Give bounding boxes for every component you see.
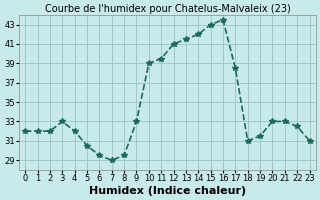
X-axis label: Humidex (Indice chaleur): Humidex (Indice chaleur) [89, 186, 246, 196]
Title: Courbe de l'humidex pour Chatelus-Malvaleix (23): Courbe de l'humidex pour Chatelus-Malval… [44, 4, 290, 14]
